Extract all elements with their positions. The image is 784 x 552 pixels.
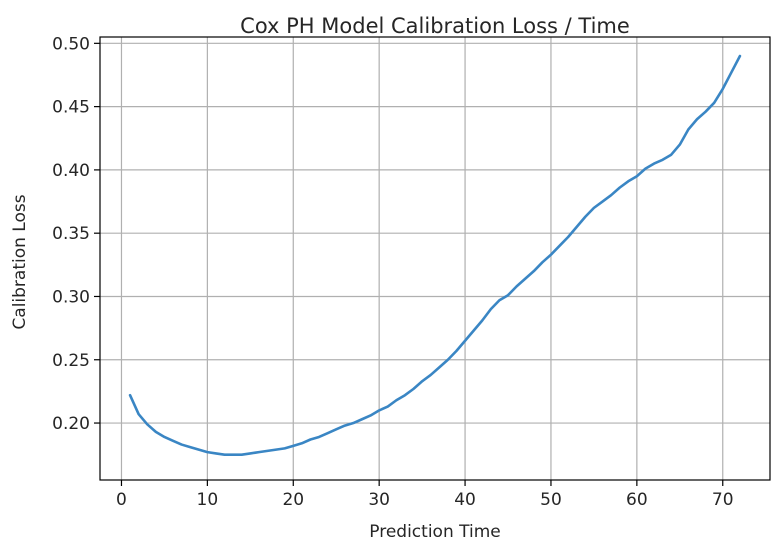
x-tick-label: 50 [540, 490, 562, 510]
x-tick-label: 20 [282, 490, 304, 510]
series-layer [128, 54, 742, 456]
x-tick-label: 30 [368, 490, 390, 510]
x-tick-label: 40 [454, 490, 476, 510]
y-ticks: 0.20 0.25 0.30 0.35 0.40 0.45 0.50 [52, 34, 100, 434]
y-tick-label: 0.35 [52, 224, 90, 244]
calibration-loss-line [128, 54, 742, 456]
x-tick-label: 70 [712, 490, 734, 510]
y-tick-label: 0.25 [52, 351, 90, 371]
x-tick-label: 0 [116, 490, 127, 510]
x-ticks: 0 10 20 30 40 50 60 70 [116, 480, 734, 510]
grid [100, 37, 770, 480]
x-axis-label: Prediction Time [369, 522, 500, 542]
x-tick-label: 60 [626, 490, 648, 510]
y-tick-label: 0.45 [52, 98, 90, 118]
chart-title: Cox PH Model Calibration Loss / Time [240, 14, 630, 38]
y-tick-label: 0.40 [52, 161, 90, 181]
y-tick-label: 0.30 [52, 287, 90, 307]
plot-frame [99, 36, 771, 481]
x-tick-label: 10 [197, 490, 219, 510]
y-tick-label: 0.20 [52, 414, 90, 434]
y-tick-label: 0.50 [52, 34, 90, 54]
y-axis-label: Calibration Loss [10, 194, 30, 329]
